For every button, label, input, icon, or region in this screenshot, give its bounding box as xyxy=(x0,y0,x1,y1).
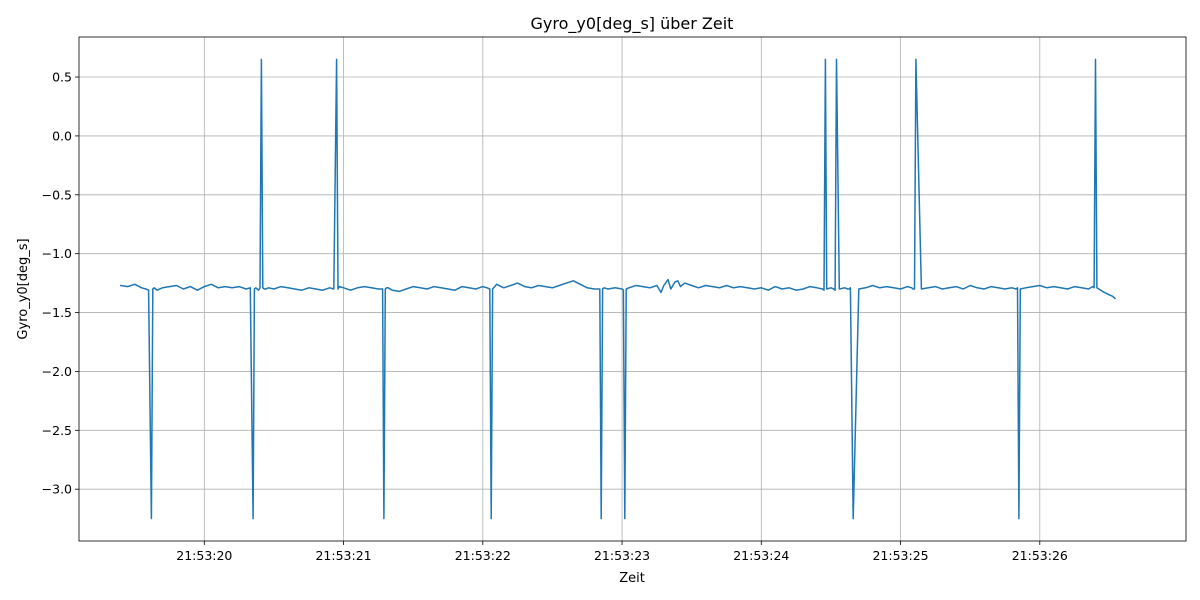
y-tick-label: −2.5 xyxy=(42,423,72,438)
y-tick-label: 0.0 xyxy=(52,128,72,143)
y-tick-label: −1.5 xyxy=(42,305,72,320)
x-tick-label: 21:53:23 xyxy=(594,548,650,563)
y-axis-label: Gyro_y0[deg_s] xyxy=(16,238,31,339)
y-tick-label: −3.0 xyxy=(42,482,72,497)
y-tick-label: −2.0 xyxy=(42,364,72,379)
grid xyxy=(79,37,1186,541)
x-tick-label: 21:53:22 xyxy=(455,548,511,563)
x-axis-label: Zeit xyxy=(619,571,645,586)
series-line-gyro-y0 xyxy=(119,58,1117,520)
x-tick-label: 21:53:25 xyxy=(872,548,928,563)
y-tick-label: −0.5 xyxy=(42,187,72,202)
x-tick-label: 21:53:24 xyxy=(733,548,789,563)
y-axis-ticks: 0.5 0.0 −0.5 −1.0 −1.5 −2.0 −2.5 −3.0 xyxy=(42,70,79,497)
chart-title: Gyro_y0[deg_s] über Zeit xyxy=(531,14,734,34)
y-tick-label: −1.0 xyxy=(42,246,72,261)
plot-frame xyxy=(78,36,1187,542)
x-tick-label: 21:53:21 xyxy=(315,548,371,563)
y-tick-label: 0.5 xyxy=(52,70,72,85)
x-tick-label: 21:53:26 xyxy=(1012,548,1068,563)
x-tick-label: 21:53:20 xyxy=(176,548,232,563)
x-axis-ticks: 21:53:20 21:53:21 21:53:22 21:53:23 21:53:24… xyxy=(176,541,1068,563)
